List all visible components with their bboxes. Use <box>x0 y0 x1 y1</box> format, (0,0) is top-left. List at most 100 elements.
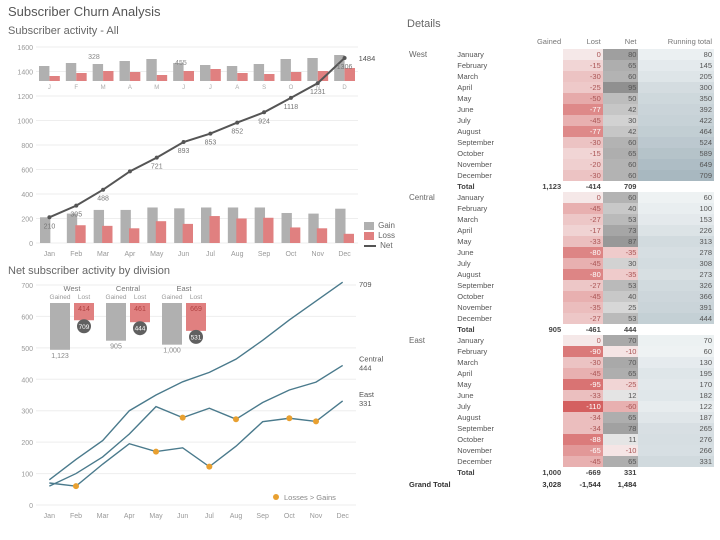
svg-text:700: 700 <box>21 283 33 290</box>
svg-text:924: 924 <box>258 118 270 125</box>
svg-text:400: 400 <box>21 377 33 384</box>
svg-text:Jun: Jun <box>178 251 189 258</box>
svg-text:Mar: Mar <box>97 251 110 258</box>
svg-text:O: O <box>289 85 294 91</box>
svg-text:669: 669 <box>190 306 202 313</box>
svg-text:721: 721 <box>151 164 163 171</box>
svg-text:300: 300 <box>21 409 33 416</box>
svg-text:S: S <box>262 85 266 91</box>
svg-text:A: A <box>128 85 132 91</box>
division-chart-svg: 0100200300400500600700WestGainedLost1,12… <box>8 281 398 521</box>
svg-text:1000: 1000 <box>17 119 33 126</box>
svg-text:200: 200 <box>21 440 33 447</box>
svg-text:Jan: Jan <box>44 513 55 520</box>
svg-text:444: 444 <box>135 326 146 333</box>
svg-text:Lost: Lost <box>190 294 202 301</box>
legend-loss: Loss <box>378 231 395 240</box>
svg-text:Gained: Gained <box>106 294 127 301</box>
svg-text:J: J <box>182 85 185 91</box>
svg-text:500: 500 <box>21 346 33 353</box>
svg-text:West: West <box>64 284 82 293</box>
svg-text:Aug: Aug <box>231 251 244 258</box>
svg-text:Oct: Oct <box>285 251 296 258</box>
svg-text:1484: 1484 <box>359 54 376 63</box>
svg-text:0: 0 <box>29 503 33 510</box>
svg-text:455: 455 <box>175 60 187 67</box>
svg-text:100: 100 <box>21 472 33 479</box>
svg-text:1400: 1400 <box>17 70 33 77</box>
left-panel: Subscriber Churn Analysis Subscriber act… <box>0 0 405 540</box>
activity-chart-svg: 0 200 400 600 800 1000 1200 1400 1600 J F M A M J J A S O N… <box>8 41 398 259</box>
svg-text:600: 600 <box>21 168 33 175</box>
svg-text:M: M <box>101 85 106 91</box>
svg-text:J: J <box>48 85 51 91</box>
svg-text:East: East <box>176 284 192 293</box>
svg-text:1200: 1200 <box>17 94 33 101</box>
svg-text:M: M <box>154 85 159 91</box>
svg-text:200: 200 <box>21 217 33 224</box>
svg-text:Jul: Jul <box>206 251 215 258</box>
svg-text:Gained: Gained <box>50 294 71 301</box>
svg-text:Nov: Nov <box>312 251 325 258</box>
svg-text:709: 709 <box>79 324 90 331</box>
activity-chart[interactable]: 0 200 400 600 800 1000 1200 1400 1600 J F M A M J J A S O N… <box>8 41 399 259</box>
svg-text:Jul: Jul <box>205 513 214 520</box>
svg-text:Gained: Gained <box>162 294 183 301</box>
svg-text:905: 905 <box>110 344 122 351</box>
svg-text:Apr: Apr <box>124 251 136 258</box>
svg-text:Sep: Sep <box>256 513 269 520</box>
svg-text:Central: Central <box>359 354 384 363</box>
svg-text:Nov: Nov <box>310 513 323 520</box>
svg-text:D: D <box>342 85 347 91</box>
svg-text:F: F <box>74 85 78 91</box>
svg-text:414: 414 <box>78 306 90 313</box>
svg-text:Mar: Mar <box>97 513 110 520</box>
svg-text:461: 461 <box>134 306 146 313</box>
svg-text:1118: 1118 <box>284 104 299 111</box>
svg-text:709: 709 <box>359 281 372 289</box>
svg-text:800: 800 <box>21 143 33 150</box>
details-table-wrap[interactable]: GainedLostNetRunning totalWestJanuary800… <box>407 36 714 490</box>
svg-text:May: May <box>150 251 164 258</box>
svg-text:East: East <box>359 390 375 399</box>
svg-text:Losses > Gains: Losses > Gains <box>284 493 336 502</box>
chart1-title: Subscriber activity - All <box>8 25 399 37</box>
svg-text:400: 400 <box>21 192 33 199</box>
svg-text:531: 531 <box>191 334 202 341</box>
svg-text:488: 488 <box>97 196 109 203</box>
legend-net: Net <box>380 241 392 250</box>
svg-text:210: 210 <box>44 223 56 230</box>
chart1-legend: Gain Loss Net <box>364 220 395 251</box>
svg-text:Sep: Sep <box>258 251 271 258</box>
svg-text:331: 331 <box>359 399 372 408</box>
svg-text:1231: 1231 <box>310 89 326 96</box>
svg-text:328: 328 <box>88 54 100 61</box>
legend-gain: Gain <box>378 221 395 230</box>
svg-text:600: 600 <box>21 314 33 321</box>
chart2-title: Net subscriber activity by division <box>8 265 399 277</box>
svg-text:May: May <box>149 513 163 520</box>
svg-text:Lost: Lost <box>134 294 146 301</box>
svg-text:J: J <box>209 85 212 91</box>
svg-text:Dec: Dec <box>336 513 349 520</box>
svg-text:Jun: Jun <box>177 513 188 520</box>
svg-text:0: 0 <box>29 241 33 248</box>
details-title: Details <box>407 18 714 30</box>
right-panel: Details GainedLostNetRunning totalWestJa… <box>405 0 720 540</box>
svg-text:1600: 1600 <box>17 45 33 52</box>
svg-text:853: 853 <box>205 140 217 147</box>
svg-text:444: 444 <box>359 363 372 372</box>
svg-text:893: 893 <box>178 148 190 155</box>
svg-text:Apr: Apr <box>124 513 136 520</box>
svg-text:305: 305 <box>70 212 82 219</box>
svg-text:Aug: Aug <box>230 513 243 520</box>
svg-text:1,123: 1,123 <box>51 353 69 360</box>
page-title: Subscriber Churn Analysis <box>8 4 399 19</box>
dashboard: Subscriber Churn Analysis Subscriber act… <box>0 0 720 540</box>
svg-text:Jan: Jan <box>44 251 55 258</box>
svg-text:A: A <box>235 85 239 91</box>
svg-text:Oct: Oct <box>284 513 295 520</box>
svg-text:852: 852 <box>231 129 243 136</box>
division-chart[interactable]: 0100200300400500600700WestGainedLost1,12… <box>8 281 399 521</box>
svg-text:Feb: Feb <box>70 513 82 520</box>
